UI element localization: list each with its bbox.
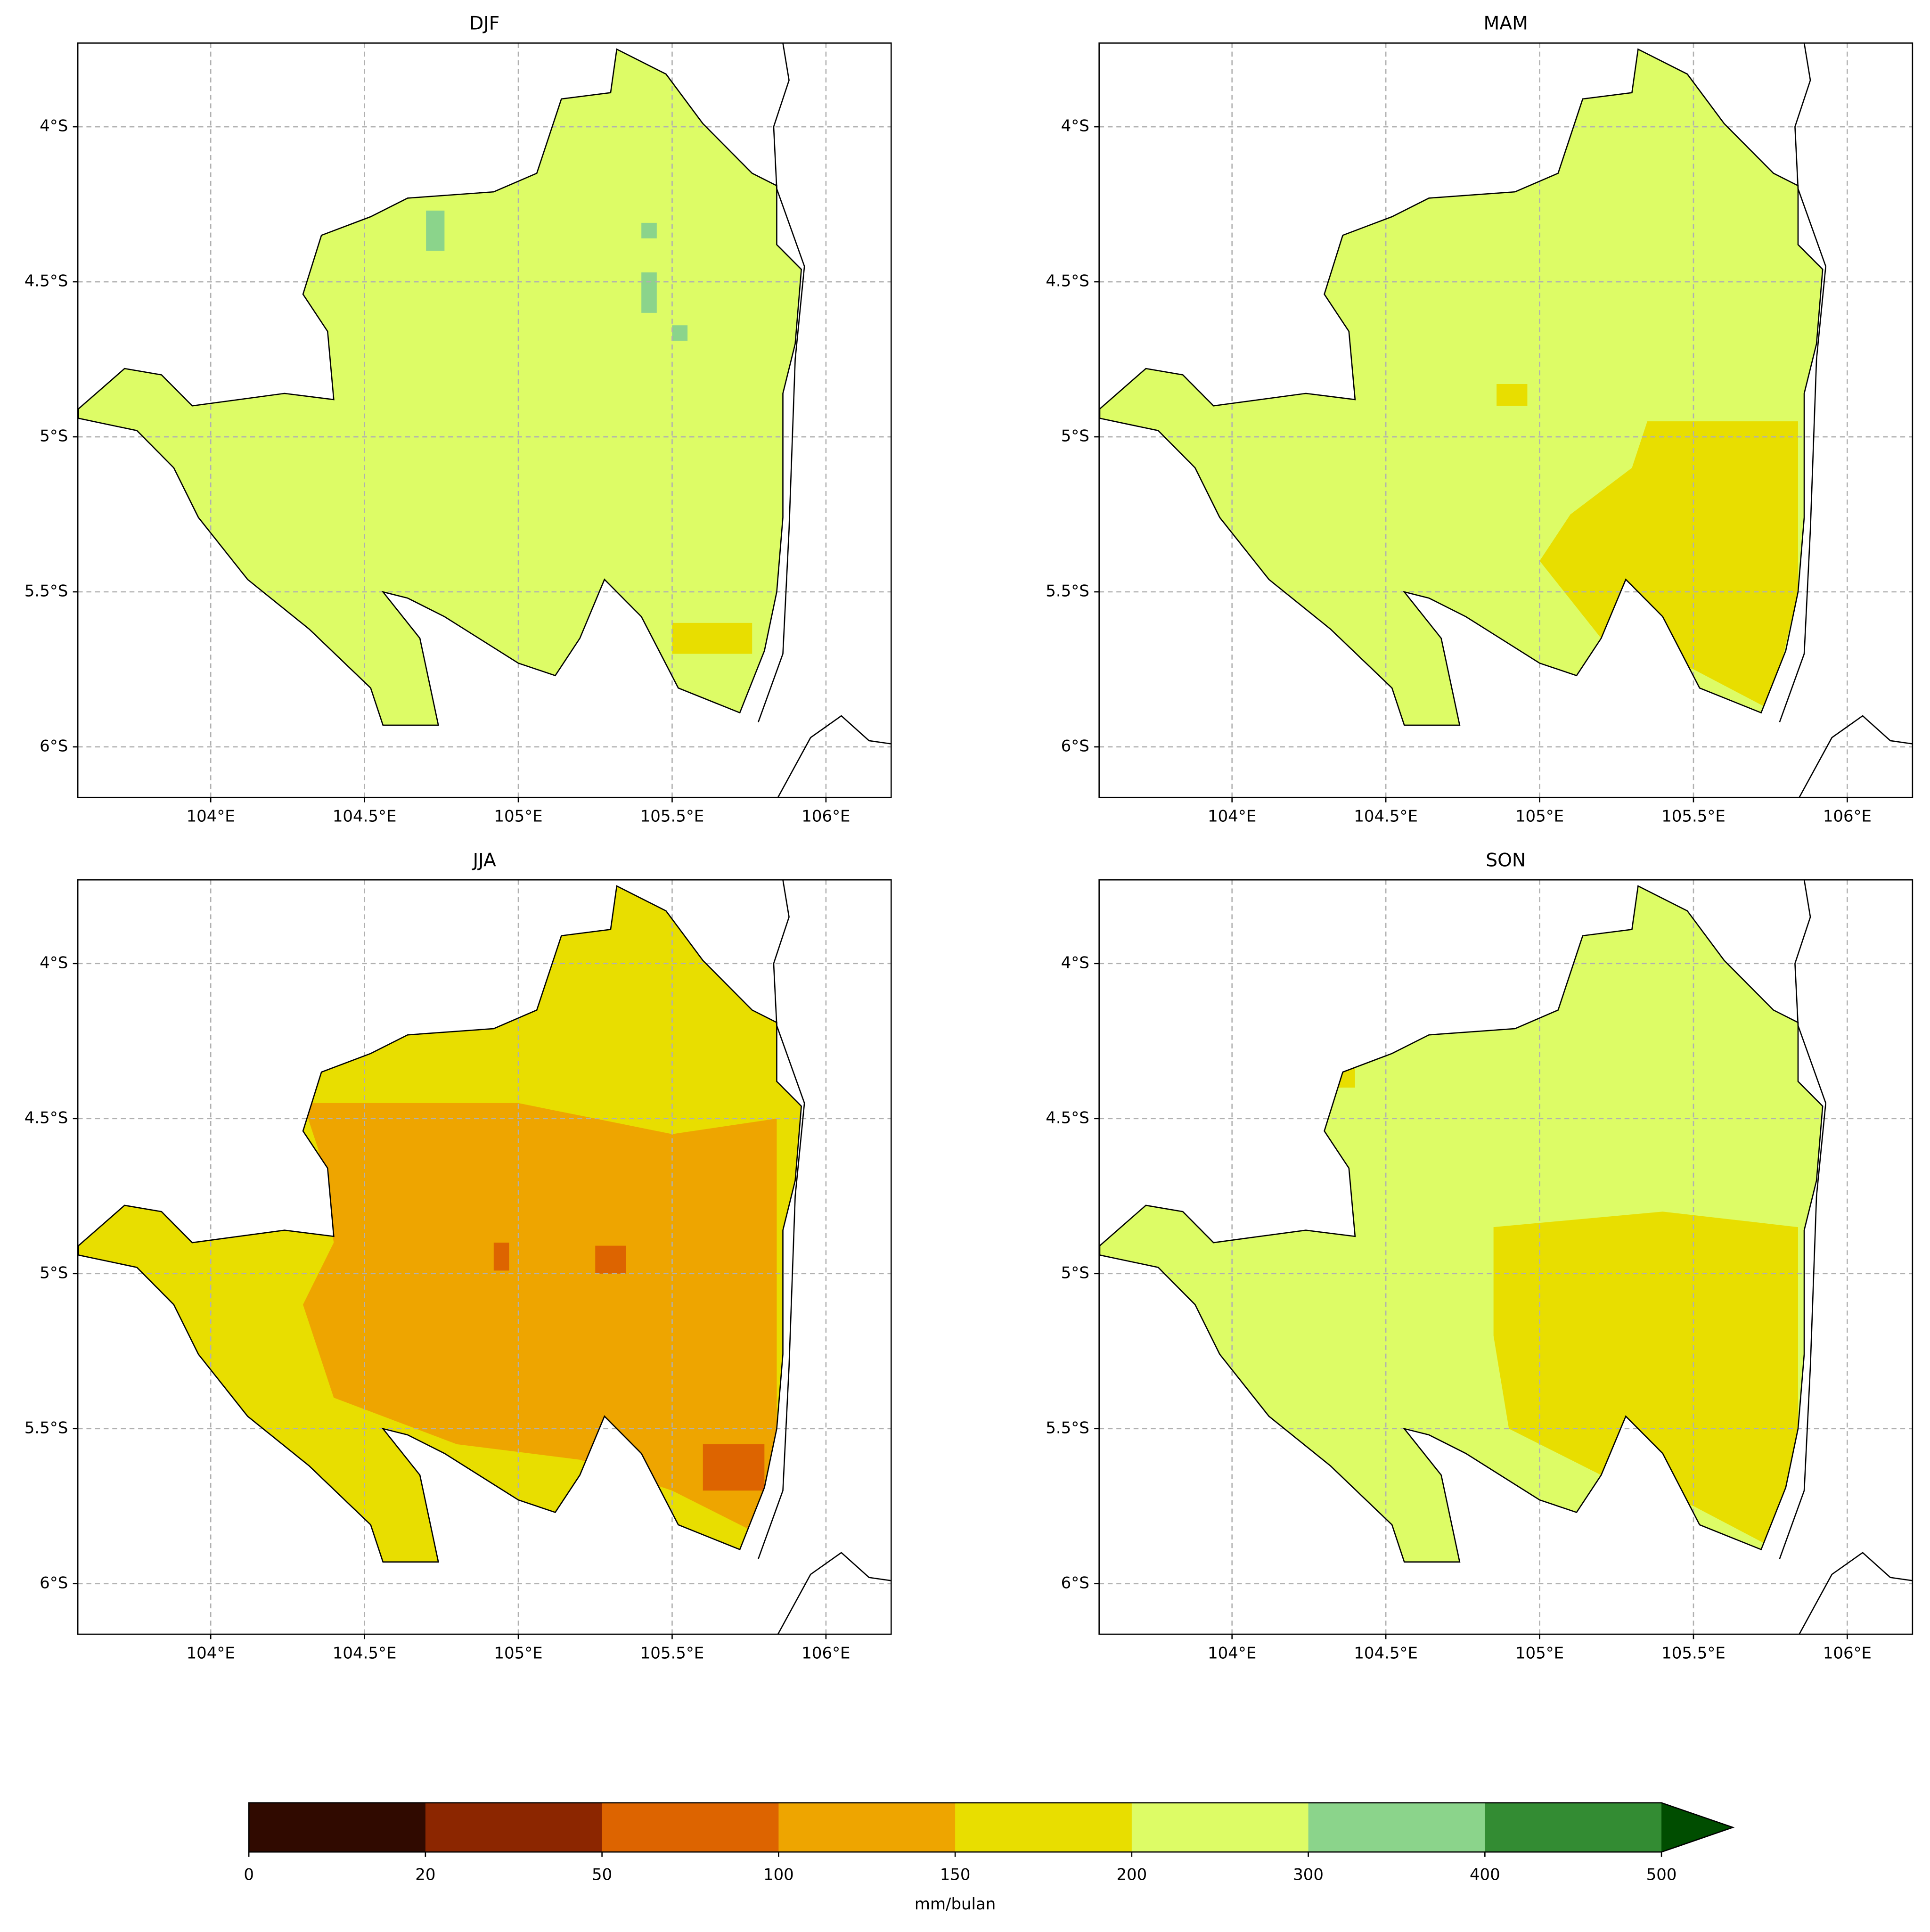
colorbar-tick-label: 100 xyxy=(763,1865,794,1884)
x-tick-label: 104.5°E xyxy=(1354,1644,1418,1662)
panel-title: DJF xyxy=(469,13,499,34)
x-tick-label: 105°E xyxy=(494,807,542,826)
map-panel xyxy=(1099,880,1913,1635)
coastline xyxy=(1779,43,1827,722)
colorbar-tick-label: 50 xyxy=(592,1865,612,1884)
rain-zone xyxy=(641,272,657,313)
rain-base xyxy=(78,49,801,725)
y-tick-label: 6°S xyxy=(1061,1573,1089,1592)
y-tick-label: 6°S xyxy=(40,737,68,755)
map-panel xyxy=(78,43,891,798)
x-tick-label: 104°E xyxy=(187,1644,235,1662)
map-frame xyxy=(77,879,892,1635)
y-tick-label: 6°S xyxy=(40,1573,68,1592)
y-tick-label: 4°S xyxy=(40,117,68,136)
panel-title: MAM xyxy=(1484,13,1528,34)
x-tick-label: 106°E xyxy=(1823,1644,1872,1662)
colorbar-tick-label: 0 xyxy=(244,1865,254,1884)
rain-zone xyxy=(672,325,688,341)
y-tick-label: 4°S xyxy=(1061,117,1089,136)
colorbar-tick-label: 400 xyxy=(1470,1865,1500,1884)
coastline xyxy=(777,715,891,798)
colorbar-tick-label: 200 xyxy=(1116,1865,1147,1884)
coastline xyxy=(758,880,805,1559)
panel-title: JJA xyxy=(472,850,496,871)
colorbar-segment xyxy=(602,1802,779,1852)
map-panel xyxy=(78,880,891,1635)
colorbar-segment xyxy=(1308,1802,1486,1852)
coastline xyxy=(777,1552,891,1635)
rain-zone xyxy=(493,1243,509,1271)
panel-title: SON xyxy=(1486,850,1526,871)
province-outline xyxy=(1099,48,1824,726)
y-tick-label: 5.5°S xyxy=(25,581,68,600)
y-tick-label: 4.5°S xyxy=(25,1108,68,1127)
x-tick-label: 104°E xyxy=(1208,807,1256,826)
x-tick-label: 105.5°E xyxy=(640,807,704,826)
x-tick-label: 104.5°E xyxy=(333,807,397,826)
colorbar-tick-label: 150 xyxy=(940,1865,971,1884)
colorbar-tick-label: 500 xyxy=(1646,1865,1677,1884)
province-outline xyxy=(1099,885,1824,1563)
colorbar-segment xyxy=(249,1802,426,1852)
y-tick-label: 5°S xyxy=(1061,427,1089,446)
rain-zone xyxy=(1497,384,1528,406)
rain-zone xyxy=(1493,1212,1798,1547)
rain-zone xyxy=(641,222,657,238)
x-tick-label: 104.5°E xyxy=(1354,807,1418,826)
y-tick-label: 5.5°S xyxy=(1046,1418,1089,1437)
colorbar-segment xyxy=(955,1802,1133,1852)
x-tick-label: 105°E xyxy=(494,1644,542,1662)
x-tick-label: 105°E xyxy=(1515,807,1564,826)
province-outline xyxy=(78,48,802,726)
rain-zone xyxy=(426,210,445,251)
rain-zones xyxy=(426,210,752,654)
y-tick-label: 5.5°S xyxy=(25,1418,68,1437)
y-tick-label: 5°S xyxy=(40,427,68,446)
y-tick-label: 4.5°S xyxy=(25,272,68,291)
x-tick-label: 105.5°E xyxy=(1661,1644,1726,1662)
coastline xyxy=(1799,715,1912,798)
map-frame xyxy=(77,42,892,798)
y-tick-label: 6°S xyxy=(1061,737,1089,755)
x-tick-label: 104°E xyxy=(1208,1644,1256,1662)
coastline xyxy=(758,43,805,722)
coastline xyxy=(1799,1552,1912,1635)
x-tick-label: 105°E xyxy=(1515,1644,1564,1662)
y-tick-label: 5°S xyxy=(1061,1263,1089,1282)
coastline xyxy=(1779,880,1827,1559)
colorbar-segment xyxy=(425,1802,603,1852)
colorbar-tick-label: 300 xyxy=(1293,1865,1324,1884)
x-tick-label: 105.5°E xyxy=(640,1644,704,1662)
x-tick-label: 106°E xyxy=(801,807,850,826)
x-tick-label: 104.5°E xyxy=(333,1644,397,1662)
x-tick-label: 104°E xyxy=(187,807,235,826)
colorbar-extend xyxy=(1661,1802,1733,1852)
y-tick-label: 4°S xyxy=(1061,953,1089,972)
rain-zone xyxy=(595,1245,626,1274)
map-frame xyxy=(1098,42,1914,798)
colorbar-frame xyxy=(248,1802,1735,1853)
y-tick-label: 4.5°S xyxy=(1046,1108,1089,1127)
province-outline xyxy=(78,885,802,1563)
colorbar-segment xyxy=(778,1802,956,1852)
x-tick-label: 106°E xyxy=(1823,807,1872,826)
colorbar-label: mm/bulan xyxy=(915,1895,996,1914)
colorbar-segment xyxy=(1131,1802,1309,1852)
map-frame xyxy=(1098,879,1914,1635)
y-tick-label: 5.5°S xyxy=(1046,581,1089,600)
y-tick-label: 5°S xyxy=(40,1263,68,1282)
x-tick-label: 106°E xyxy=(801,1644,850,1662)
y-tick-label: 4.5°S xyxy=(1046,272,1089,291)
colorbar-segment xyxy=(1485,1802,1662,1852)
colorbar-tick-label: 20 xyxy=(415,1865,435,1884)
y-tick-label: 4°S xyxy=(40,953,68,972)
rain-zone xyxy=(672,622,752,654)
rain-zone xyxy=(703,1444,765,1491)
x-tick-label: 105.5°E xyxy=(1661,807,1726,826)
